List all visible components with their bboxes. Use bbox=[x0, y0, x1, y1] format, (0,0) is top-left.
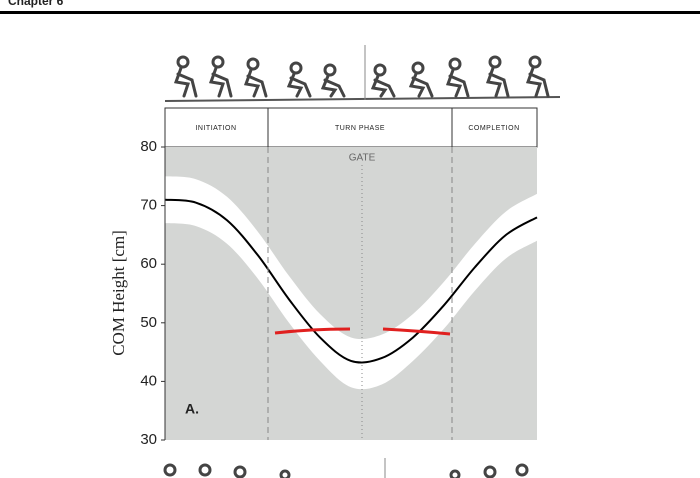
mean-line bbox=[164, 198, 538, 364]
header-rule bbox=[0, 11, 700, 14]
skier-row-bottom bbox=[163, 458, 529, 478]
panel-label: A. bbox=[185, 401, 199, 417]
y-tick-label: 30 bbox=[140, 431, 157, 448]
phase-boxes bbox=[164, 107, 538, 148]
header: Chapter 6 bbox=[8, 0, 64, 8]
annotation-stroke bbox=[382, 327, 451, 336]
skier-row bbox=[164, 45, 561, 102]
phase-label: TURN PHASE bbox=[335, 125, 385, 132]
y-tick-label: 70 bbox=[140, 197, 157, 214]
gate-label: GATE bbox=[349, 153, 376, 164]
y-tick-label: 50 bbox=[140, 314, 157, 331]
y-axis-label: COM Height [cm] bbox=[109, 230, 128, 356]
y-tick-label: 60 bbox=[140, 255, 157, 272]
phase-label: INITIATION bbox=[195, 125, 236, 132]
y-tick-label: 80 bbox=[140, 138, 157, 155]
annotation-stroke bbox=[274, 327, 351, 335]
y-tick-label: 40 bbox=[140, 372, 157, 389]
plot-area bbox=[165, 147, 537, 440]
phase-label: COMPLETION bbox=[468, 125, 519, 132]
